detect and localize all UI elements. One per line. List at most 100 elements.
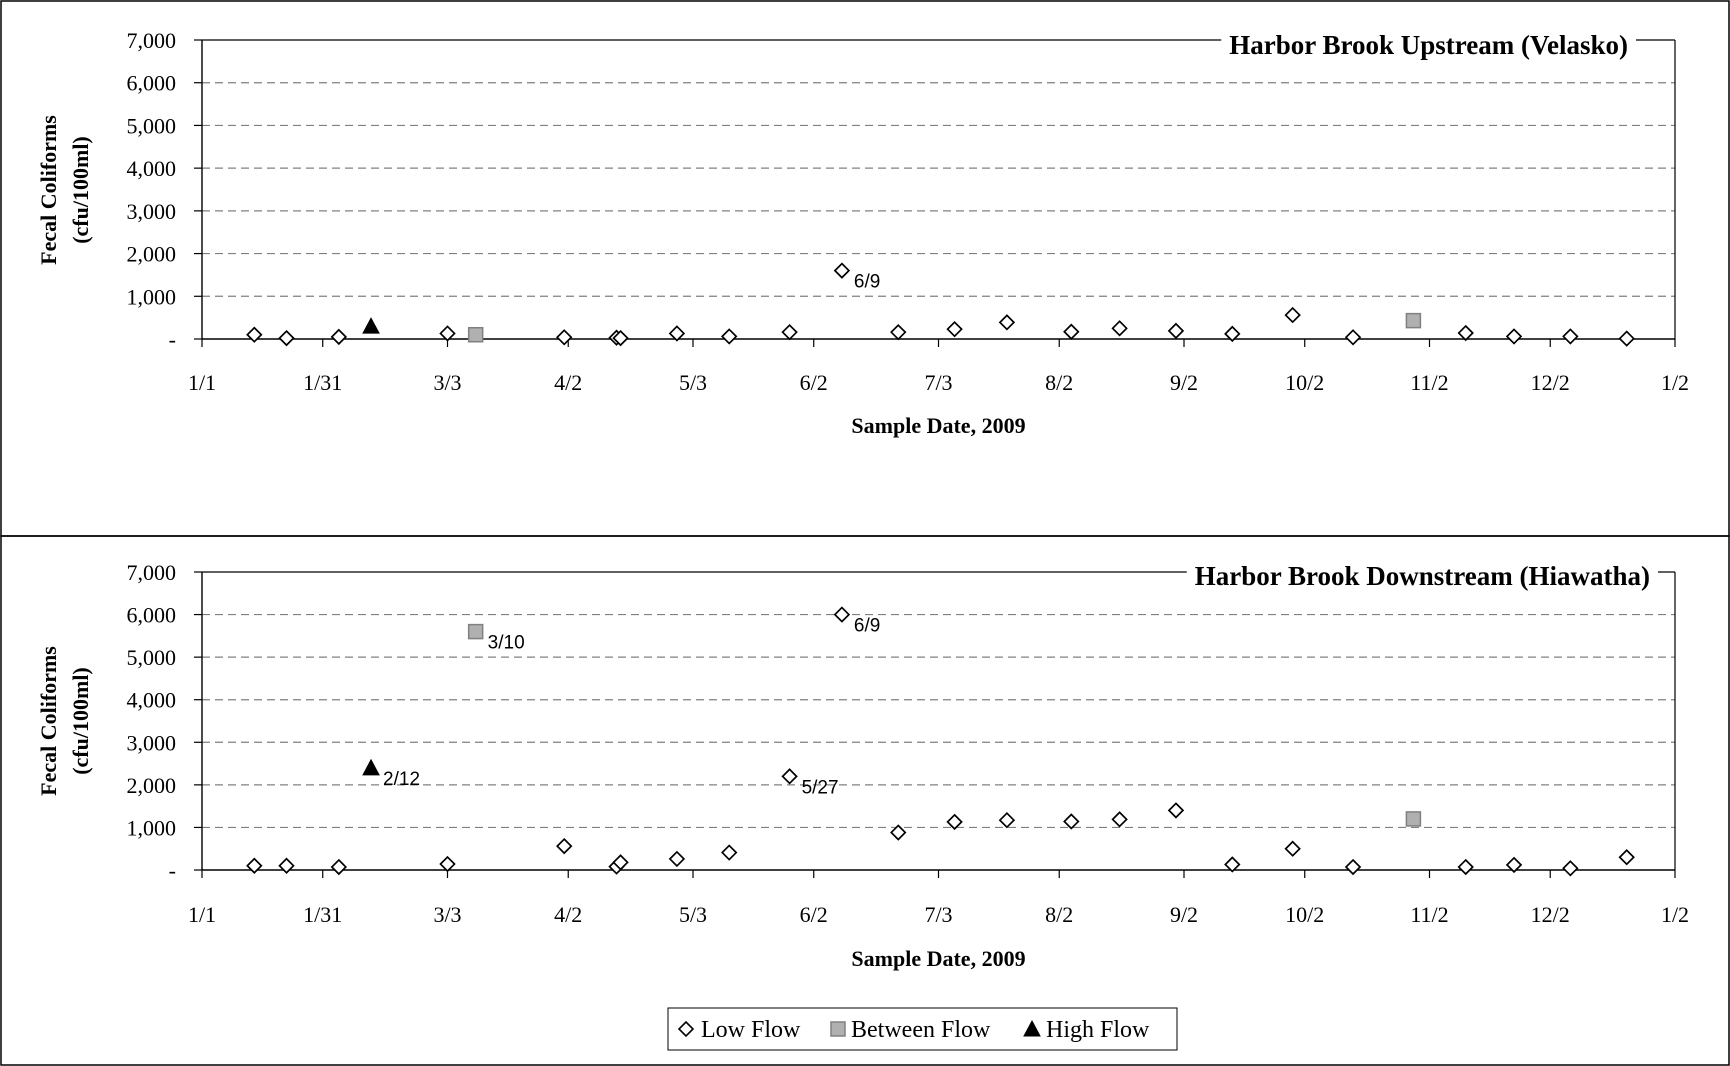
- x-tick-label: 1/1: [188, 370, 216, 395]
- data-point-low-flow: [1167, 322, 1185, 340]
- legend-diamond-marker: [677, 1020, 695, 1038]
- x-tick-label: 1/31: [303, 902, 342, 927]
- data-point-between-flow: [467, 326, 484, 343]
- data-point-annotation: 6/9: [854, 616, 880, 637]
- data-point-low-flow: [781, 323, 798, 341]
- data-point-low-flow: [1618, 849, 1635, 866]
- data-point-low-flow: [668, 325, 686, 342]
- y-axis-title: Fecal Coliforms: [36, 646, 61, 796]
- y-axis-title: (cfu/100ml): [68, 136, 93, 244]
- data-point-low-flow: [439, 325, 456, 342]
- data-point-low-flow: [668, 850, 686, 868]
- data-point-annotation: 5/27: [802, 777, 839, 798]
- x-tick-label: 5/3: [679, 370, 707, 395]
- x-tick-label: 11/2: [1410, 370, 1448, 395]
- legend-square-marker: [830, 1021, 846, 1037]
- y-tick-label: 6,000: [127, 71, 177, 96]
- y-tick-label: 7,000: [127, 28, 177, 53]
- x-tick-label: 3/3: [433, 370, 461, 395]
- x-tick-label: 8/2: [1045, 902, 1073, 927]
- chart-title-background: [1221, 28, 1636, 62]
- data-point-low-flow: [1562, 860, 1579, 877]
- chart-title: Harbor Brook Upstream (Velasko): [1229, 30, 1628, 60]
- x-tick-label: 3/3: [433, 902, 461, 927]
- y-tick-label: -: [169, 858, 176, 883]
- x-tick-label: 12/2: [1531, 902, 1570, 927]
- data-point-low-flow: [278, 329, 295, 347]
- x-tick-label: 11/2: [1410, 902, 1448, 927]
- x-tick-label: 7/3: [924, 370, 952, 395]
- x-tick-label: 6/2: [800, 370, 828, 395]
- data-point-low-flow: [1457, 324, 1474, 342]
- data-point-low-flow: [890, 824, 907, 841]
- data-point-low-flow: [1063, 323, 1080, 340]
- data-point-low-flow: [1224, 856, 1241, 873]
- data-point-low-flow: [1111, 811, 1128, 828]
- data-point-low-flow: [833, 262, 851, 279]
- y-tick-label: 5,000: [127, 645, 177, 670]
- y-tick-label: 6,000: [127, 603, 177, 628]
- x-tick-label: 8/2: [1045, 370, 1073, 395]
- data-point-low-flow: [612, 329, 629, 347]
- lower-chart: - 1,000 2,000 3,000 4,000 5,000 6,000 7,000 1/1 1…: [36, 559, 1689, 971]
- y-tick-label: 7,000: [127, 560, 177, 585]
- data-point-low-flow: [1284, 306, 1301, 324]
- legend-label-high-flow: High Flow: [1046, 1017, 1150, 1043]
- data-point-low-flow: [556, 837, 573, 855]
- y-tick-label: 5,000: [127, 113, 177, 138]
- x-tick-label: 1/1: [188, 902, 216, 927]
- x-tick-label: 4/2: [554, 370, 582, 395]
- x-tick-label: 7/3: [924, 902, 952, 927]
- upper-chart: - 1,000 2,000 3,000 4,000 5,000 6,000 7,000 1/1 1…: [36, 28, 1689, 438]
- data-point-low-flow: [556, 329, 573, 346]
- lower-panel-frame: [0, 535, 1730, 1066]
- data-point-low-flow: [330, 328, 348, 346]
- y-tick-label: 3,000: [127, 199, 177, 224]
- y-tick-label: 4,000: [127, 156, 177, 181]
- x-tick-label: 10/2: [1285, 370, 1324, 395]
- x-tick-label: 1/2: [1661, 902, 1689, 927]
- data-point-low-flow: [1505, 328, 1523, 345]
- legend-triangle-marker: [1023, 1019, 1041, 1037]
- data-point-low-flow: [330, 858, 348, 876]
- chart-title-background: [1186, 559, 1658, 593]
- data-point-low-flow: [278, 857, 295, 874]
- x-tick-label: 4/2: [554, 902, 582, 927]
- y-tick-label: 4,000: [127, 688, 177, 713]
- x-tick-label: 5/3: [679, 902, 707, 927]
- chart-title: Harbor Brook Downstream (Hiawatha): [1195, 561, 1650, 591]
- x-tick-label: 9/2: [1170, 902, 1198, 927]
- data-point-between-flow: [1405, 312, 1422, 329]
- data-point-low-flow: [439, 855, 456, 873]
- data-point-low-flow: [1618, 330, 1635, 347]
- data-point-high-flow: [362, 758, 380, 776]
- legend: Low Flow Between Flow High Flow: [667, 1007, 1178, 1051]
- y-tick-label: -: [169, 327, 176, 352]
- data-point-low-flow: [246, 326, 263, 343]
- y-tick-label: 3,000: [127, 730, 177, 755]
- y-tick-label: 1,000: [127, 815, 177, 840]
- data-point-low-flow: [721, 328, 738, 345]
- data-point-low-flow: [1457, 858, 1474, 876]
- data-point-low-flow: [1111, 320, 1128, 337]
- data-point-low-flow: [1344, 329, 1362, 346]
- data-point-low-flow: [998, 811, 1016, 829]
- data-point-low-flow: [890, 323, 907, 341]
- data-point-between-flow: [467, 623, 484, 640]
- y-tick-label: 1,000: [127, 284, 177, 309]
- data-point-annotation: 6/9: [854, 272, 880, 293]
- y-axis-title: Fecal Coliforms: [36, 115, 61, 265]
- data-point-low-flow: [833, 606, 851, 623]
- legend-label-between-flow: Between Flow: [851, 1017, 991, 1043]
- y-tick-label: 2,000: [127, 773, 177, 798]
- data-point-low-flow: [998, 314, 1016, 331]
- data-point-between-flow: [1405, 811, 1422, 827]
- x-axis-title: Sample Date, 2009: [851, 946, 1025, 971]
- data-point-low-flow: [781, 768, 798, 785]
- data-point-low-flow: [721, 844, 738, 861]
- legend-label-low-flow: Low Flow: [701, 1017, 801, 1043]
- x-tick-label: 9/2: [1170, 370, 1198, 395]
- data-point-low-flow: [1344, 858, 1362, 876]
- legend-box: [667, 1007, 1178, 1051]
